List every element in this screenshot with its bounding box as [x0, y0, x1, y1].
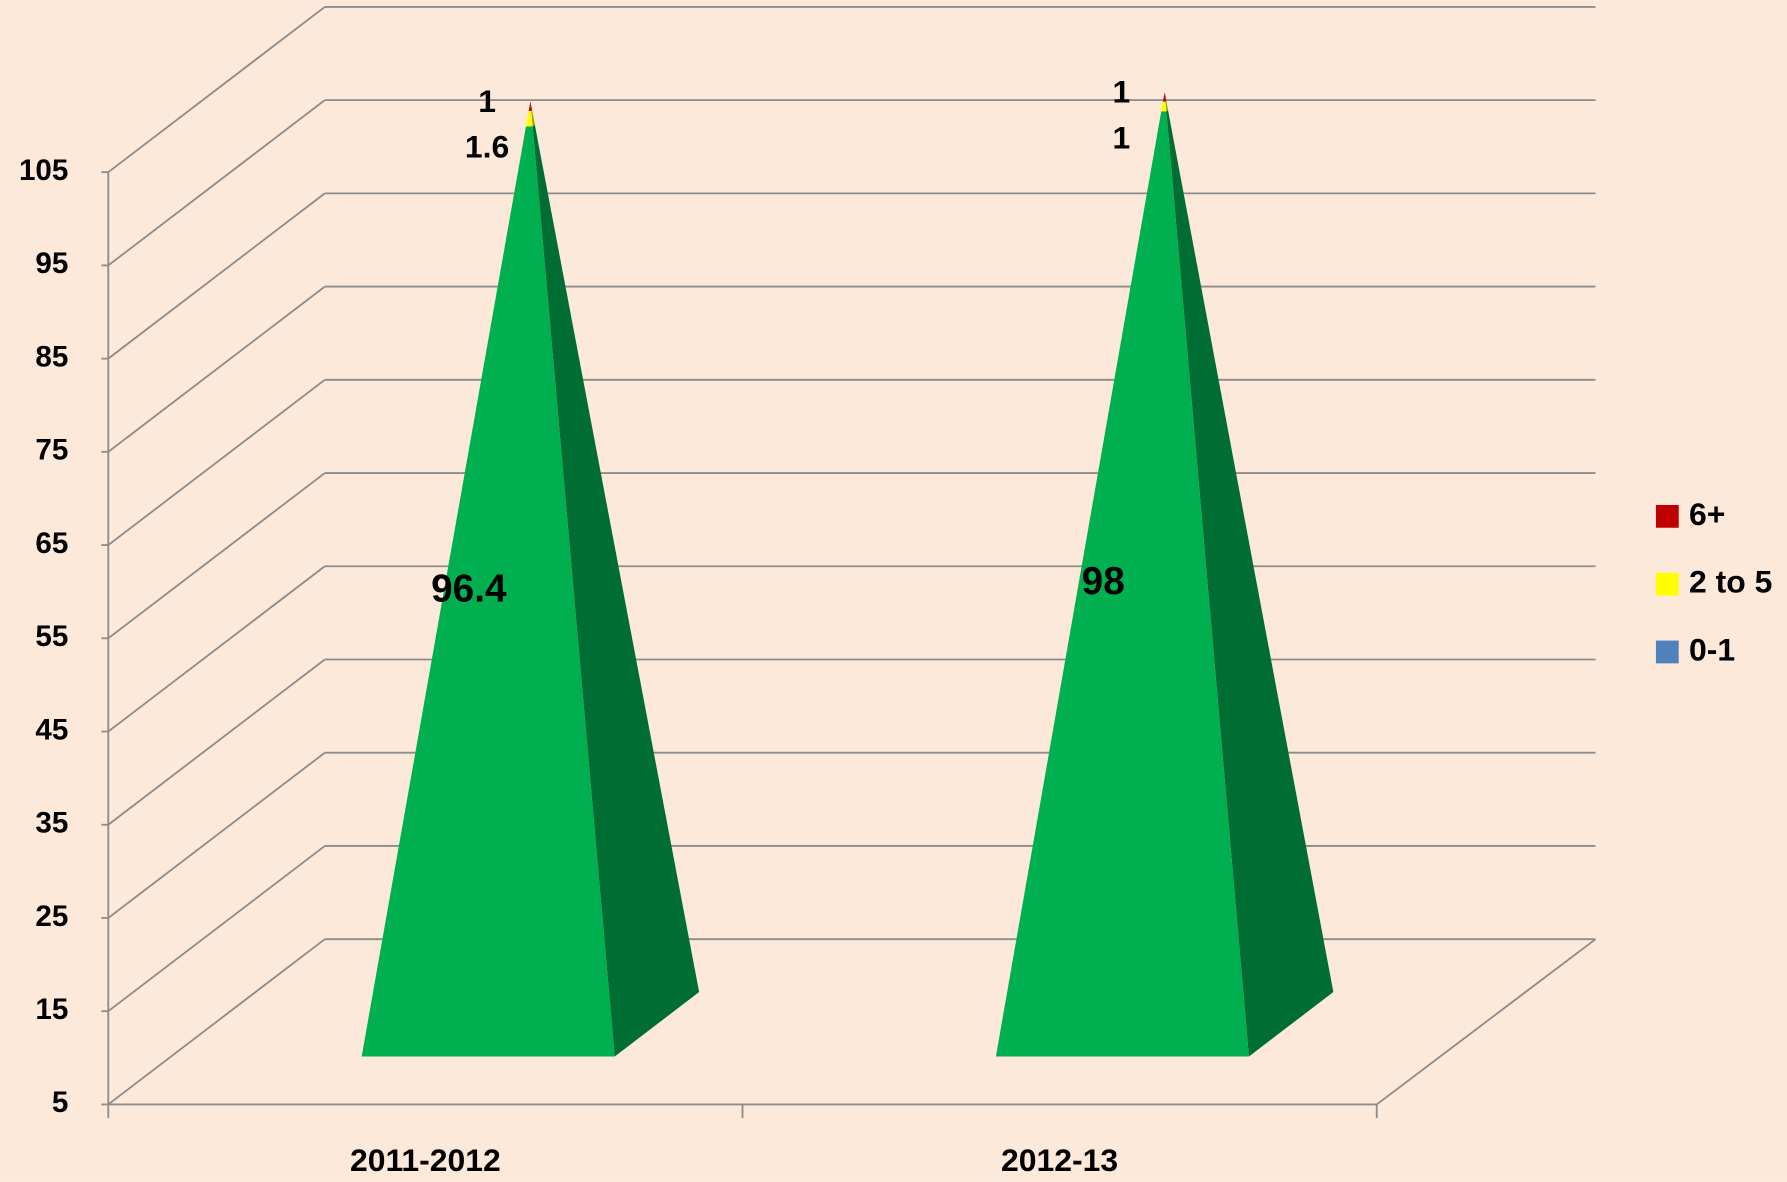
grid-line: [107, 6, 326, 173]
legend-label: 6+: [1689, 496, 1725, 532]
data-label: 1: [1112, 74, 1130, 110]
grid-line: [107, 565, 326, 733]
grid-line: [107, 379, 326, 546]
pyramid-front: [1161, 101, 1167, 112]
legend-swatch: [1655, 572, 1679, 596]
pyramid-side: [530, 101, 533, 111]
x-tick-label: 2011-2012: [350, 1142, 501, 1178]
y-tick-label: 15: [35, 993, 68, 1026]
data-label: 1: [1112, 119, 1130, 155]
y-tick-label: 45: [35, 713, 68, 746]
data-label: 98: [1082, 560, 1125, 603]
floor-right: [1376, 938, 1597, 1106]
pyramid-side: [1164, 92, 1167, 102]
y-tick-label: 95: [35, 247, 68, 280]
data-label: 96.4: [431, 568, 507, 611]
legend-label: 0-1: [1689, 631, 1735, 667]
legend-swatch: [1655, 504, 1679, 528]
pyramid-side: [1165, 101, 1169, 112]
grid-line: [107, 845, 326, 1012]
grid-line: [107, 938, 326, 1106]
grid-line: [107, 751, 326, 919]
y-tick-label: 105: [19, 154, 68, 187]
pyramid-front: [525, 110, 533, 127]
grid-line: [107, 285, 326, 453]
legend-swatch: [1655, 640, 1679, 664]
y-tick-label: 25: [35, 900, 68, 933]
data-label: 1: [478, 83, 496, 119]
y-tick-label: 5: [52, 1086, 68, 1119]
grid-line: [107, 192, 326, 360]
y-tick-label: 85: [35, 340, 68, 373]
grid-line: [107, 472, 326, 640]
y-tick-label: 65: [35, 527, 68, 560]
pyramid-side: [531, 110, 535, 127]
grid-line: [107, 658, 326, 826]
pyramid-side: [532, 124, 700, 1057]
pyramid-front: [995, 111, 1249, 1057]
data-label: 1.6: [465, 129, 509, 165]
y-tick-label: 75: [35, 434, 68, 467]
legend-label: 2 to 5: [1689, 564, 1772, 600]
pyramid-front: [1162, 92, 1166, 102]
y-tick-label: 35: [35, 807, 68, 840]
pyramid-front: [528, 101, 532, 111]
grid-line: [107, 99, 326, 267]
pyramid-front: [361, 126, 615, 1057]
pyramid-side: [1166, 110, 1334, 1057]
y-tick-label: 55: [35, 620, 68, 653]
x-tick-label: 2012-13: [1001, 1142, 1118, 1178]
